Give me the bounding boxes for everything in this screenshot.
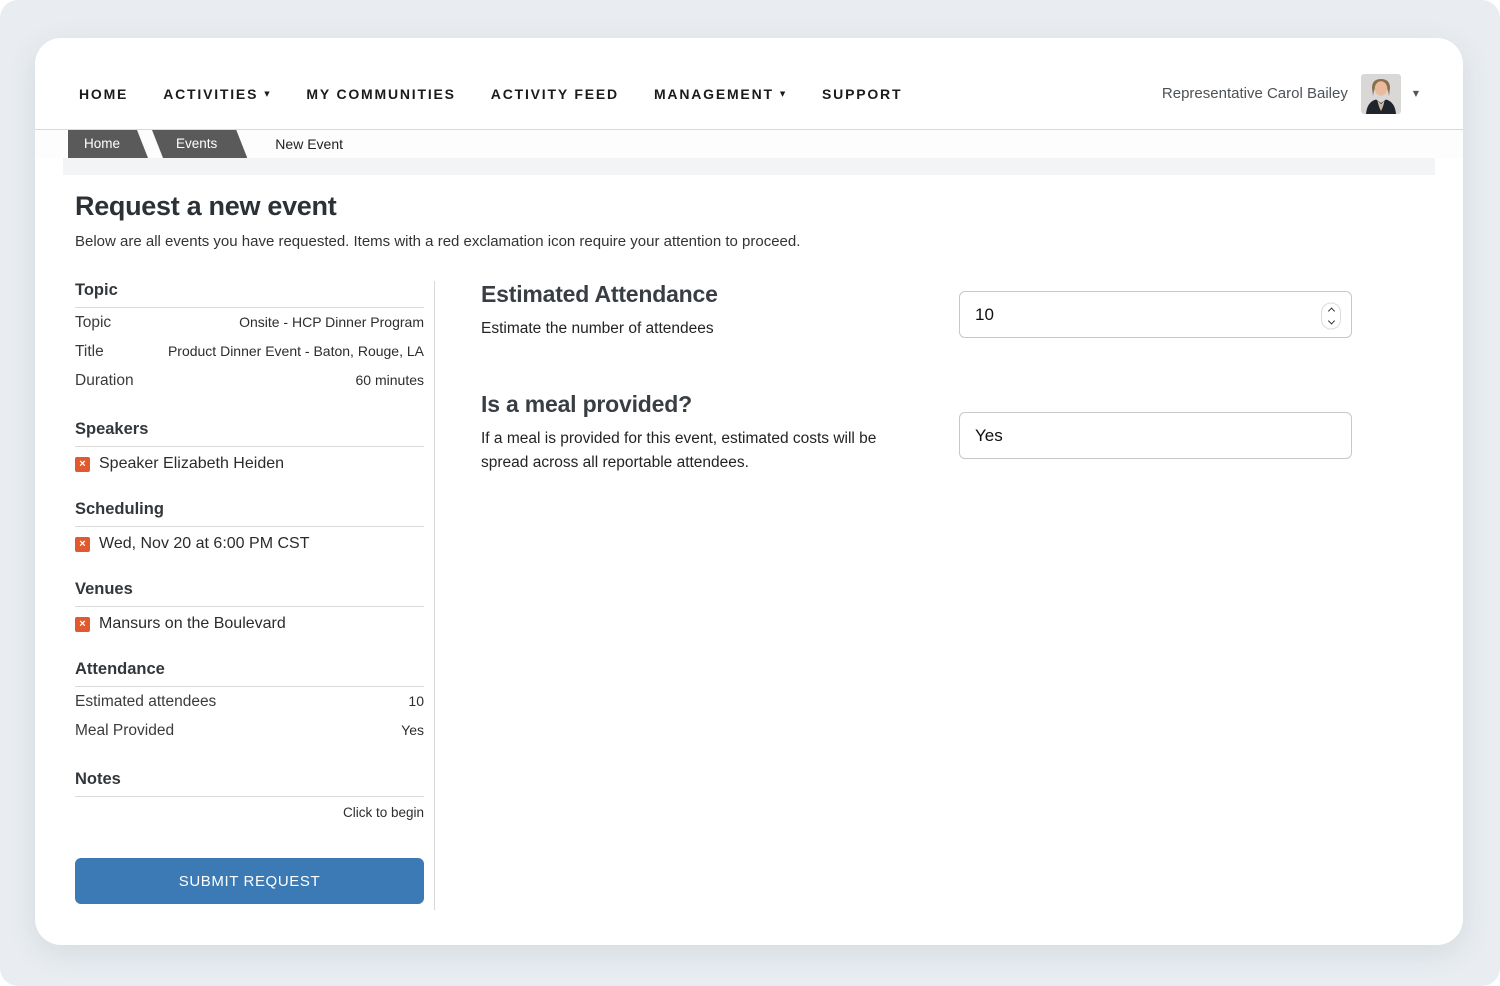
- event-form: Estimated Attendance Estimate the number…: [435, 281, 1423, 910]
- avatar: [1360, 73, 1401, 114]
- chevron-down-icon: ▼: [264, 89, 272, 98]
- summary-section-attendance: Attendance Estimated attendees 10 Meal P…: [75, 660, 424, 745]
- attendance-input-wrap: [959, 291, 1352, 341]
- nav-activity-feed-label: ACTIVITY FEED: [490, 85, 619, 102]
- section-header-speakers: Speakers: [75, 420, 424, 447]
- field-title: Estimated Attendance: [481, 281, 718, 307]
- nav-home-label: HOME: [79, 85, 129, 102]
- row-value: Yes: [401, 721, 424, 738]
- summary-row-duration[interactable]: Duration 60 minutes: [75, 366, 424, 395]
- summary-section-topic: Topic Topic Onsite - HCP Dinner Program …: [75, 281, 424, 395]
- meal-input-wrap: [959, 412, 1352, 475]
- nav-support[interactable]: SUPPORT: [822, 86, 902, 102]
- submit-request-button[interactable]: SUBMIT REQUEST: [75, 858, 424, 904]
- estimated-attendance-input[interactable]: [959, 291, 1352, 338]
- breadcrumb-home[interactable]: Home: [68, 130, 148, 158]
- venue-label: Mansurs on the Boulevard: [99, 615, 286, 632]
- user-menu[interactable]: Representative Carol Bailey ▼: [1161, 73, 1419, 114]
- number-stepper[interactable]: [1321, 302, 1341, 330]
- breadcrumb-shadow-band: [63, 158, 1435, 175]
- field-meal-provided: Is a meal provided? If a meal is provide…: [481, 391, 1423, 475]
- nav-my-communities-label: MY COMMUNITIES: [306, 85, 456, 102]
- row-value: 60 minutes: [355, 371, 424, 388]
- summary-item-schedule[interactable]: × Wed, Nov 20 at 6:00 PM CST: [75, 527, 424, 555]
- section-header-notes: Notes: [75, 770, 424, 797]
- page-title: Request a new event: [75, 191, 337, 221]
- summary-row-meal-provided[interactable]: Meal Provided Yes: [75, 716, 424, 745]
- row-label: Topic: [75, 313, 112, 331]
- summary-row-topic[interactable]: Topic Onsite - HCP Dinner Program: [75, 308, 424, 337]
- breadcrumb-current: New Event: [275, 136, 343, 152]
- nav-management[interactable]: MANAGEMENT ▼: [654, 86, 787, 102]
- summary-row-estimated-attendees[interactable]: Estimated attendees 10: [75, 687, 424, 716]
- top-nav: HOME ACTIVITIES ▼ MY COMMUNITIES ACTIVIT…: [35, 38, 1463, 130]
- alert-x-icon: ×: [75, 616, 90, 632]
- alert-x-icon: ×: [75, 456, 90, 472]
- row-label: Title: [75, 342, 104, 360]
- speaker-label: Speaker Elizabeth Heiden: [99, 455, 285, 472]
- event-summary-sidebar: Topic Topic Onsite - HCP Dinner Program …: [75, 281, 435, 910]
- alert-x-icon: ×: [75, 536, 90, 552]
- field-text-block: Estimated Attendance Estimate the number…: [481, 281, 913, 341]
- section-header-scheduling: Scheduling: [75, 500, 424, 527]
- nav-support-label: SUPPORT: [822, 85, 903, 102]
- chevron-down-icon[interactable]: [1327, 317, 1335, 325]
- main-menu: HOME ACTIVITIES ▼ MY COMMUNITIES ACTIVIT…: [79, 86, 902, 102]
- chevron-up-icon[interactable]: [1327, 307, 1335, 315]
- nav-management-label: MANAGEMENT: [653, 85, 774, 102]
- page-subtitle: Below are all events you have requested.…: [75, 233, 801, 250]
- section-header-topic: Topic: [75, 281, 424, 308]
- notes-click-to-begin[interactable]: Click to begin: [342, 805, 424, 820]
- chevron-down-icon: ▼: [779, 89, 788, 98]
- nav-home[interactable]: HOME: [79, 86, 128, 102]
- page-content: Request a new event Below are all events…: [35, 175, 1463, 910]
- row-label: Meal Provided: [75, 721, 175, 739]
- field-estimated-attendance: Estimated Attendance Estimate the number…: [481, 281, 1423, 341]
- row-value: 10: [408, 692, 424, 709]
- row-label: Estimated attendees: [75, 692, 217, 710]
- summary-item-speaker[interactable]: × Speaker Elizabeth Heiden: [75, 447, 424, 475]
- chevron-down-icon: ▼: [1412, 89, 1419, 98]
- summary-row-title[interactable]: Title Product Dinner Event - Baton, Roug…: [75, 337, 424, 366]
- nav-activities-label: ACTIVITIES: [163, 85, 259, 102]
- summary-item-venue[interactable]: × Mansurs on the Boulevard: [75, 607, 424, 635]
- summary-section-speakers: Speakers × Speaker Elizabeth Heiden: [75, 420, 424, 475]
- breadcrumb-events[interactable]: Events: [152, 130, 247, 158]
- breadcrumb: Home Events New Event: [35, 130, 1463, 158]
- app-window: HOME ACTIVITIES ▼ MY COMMUNITIES ACTIVIT…: [35, 38, 1463, 945]
- nav-my-communities[interactable]: MY COMMUNITIES: [306, 86, 455, 102]
- summary-section-notes: Notes Click to begin: [75, 770, 424, 822]
- user-name-label: Representative Carol Bailey: [1161, 85, 1348, 102]
- row-label: Duration: [75, 371, 134, 389]
- section-header-attendance: Attendance: [75, 660, 424, 687]
- field-description: If a meal is provided for this event, es…: [481, 430, 877, 472]
- summary-section-scheduling: Scheduling × Wed, Nov 20 at 6:00 PM CST: [75, 500, 424, 555]
- schedule-label: Wed, Nov 20 at 6:00 PM CST: [99, 535, 310, 552]
- nav-activities[interactable]: ACTIVITIES ▼: [163, 86, 271, 102]
- field-title: Is a meal provided?: [481, 391, 692, 418]
- meal-provided-input[interactable]: [959, 412, 1352, 460]
- field-description: Estimate the number of attendees: [481, 320, 714, 337]
- summary-section-venues: Venues × Mansurs on the Boulevard: [75, 580, 424, 635]
- row-value: Product Dinner Event - Baton, Rouge, LA: [167, 342, 424, 359]
- field-text-block: Is a meal provided? If a meal is provide…: [481, 391, 913, 475]
- row-value: Onsite - HCP Dinner Program: [239, 313, 424, 330]
- section-header-venues: Venues: [75, 580, 424, 607]
- nav-activity-feed[interactable]: ACTIVITY FEED: [491, 86, 619, 102]
